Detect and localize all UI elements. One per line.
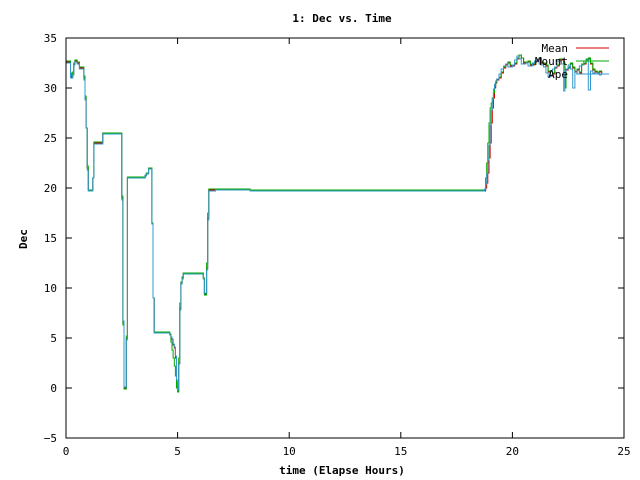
x-tick-label: 15	[394, 445, 407, 458]
series-line-mount	[66, 54, 603, 393]
x-axis-label: time (Elapse Hours)	[279, 464, 405, 477]
x-tick-label: 10	[283, 445, 296, 458]
legend-label-mean: Mean	[542, 42, 569, 55]
x-tick-label: 5	[174, 445, 181, 458]
y-tick-label: 20	[44, 182, 57, 195]
y-tick-label: 30	[44, 82, 57, 95]
y-tick-label: 10	[44, 282, 57, 295]
y-tick-label: 5	[50, 332, 57, 345]
y-tick-label: 25	[44, 132, 57, 145]
plot-frame	[65, 37, 625, 439]
series-line-mean	[66, 54, 603, 392]
series-layer	[66, 54, 603, 393]
x-tick-label: 0	[63, 445, 70, 458]
chart-title: 1: Dec vs. Time	[292, 12, 392, 25]
series-line-ape	[66, 55, 602, 391]
legend-label-ape: Ape	[548, 68, 568, 81]
ticks-layer: 0 5 10 15 20 25 −5 0 5 10 15 20 25 30 35	[44, 32, 631, 458]
legend-label-mount: Mount	[535, 55, 568, 68]
y-tick-label: 0	[50, 382, 57, 395]
x-tick-label: 25	[617, 445, 630, 458]
y-tick-label: 35	[44, 32, 57, 45]
x-tick-label: 20	[506, 445, 519, 458]
y-tick-label: −5	[44, 432, 57, 445]
y-axis-label: Dec	[17, 229, 30, 249]
y-tick-label: 15	[44, 232, 57, 245]
